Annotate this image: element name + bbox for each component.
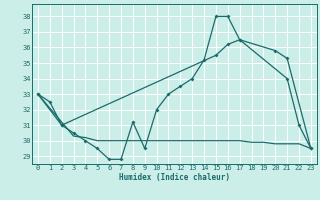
X-axis label: Humidex (Indice chaleur): Humidex (Indice chaleur) — [119, 173, 230, 182]
